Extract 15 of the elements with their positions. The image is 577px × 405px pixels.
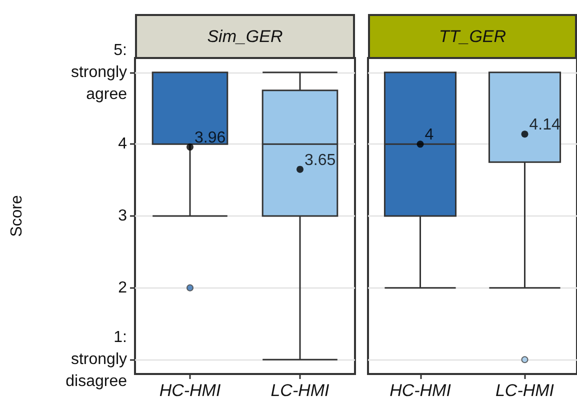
y-tick-label: 3 — [118, 208, 128, 224]
y-axis-title: Score — [8, 195, 26, 237]
y-tick-label: 2 — [118, 279, 128, 296]
y-tick-label: 4 — [118, 136, 128, 153]
y-tick-label: 1: strongly disagree — [66, 329, 128, 390]
x-tick-label: LC-HMI — [270, 381, 330, 400]
text: 3.65 — [304, 152, 336, 169]
y-tick-label: 5: strongly agree — [70, 42, 128, 103]
chart-title: Sim_GER — [135, 14, 355, 58]
text: 3.96 — [194, 130, 226, 147]
x-tick-label: HC-HMI — [159, 381, 221, 400]
text: 4 — [424, 126, 434, 144]
x-tick-label: HC-HMI — [390, 381, 452, 400]
chart-title: TT_GER — [368, 14, 577, 58]
x-tick-label: LC-HMI — [495, 381, 554, 400]
